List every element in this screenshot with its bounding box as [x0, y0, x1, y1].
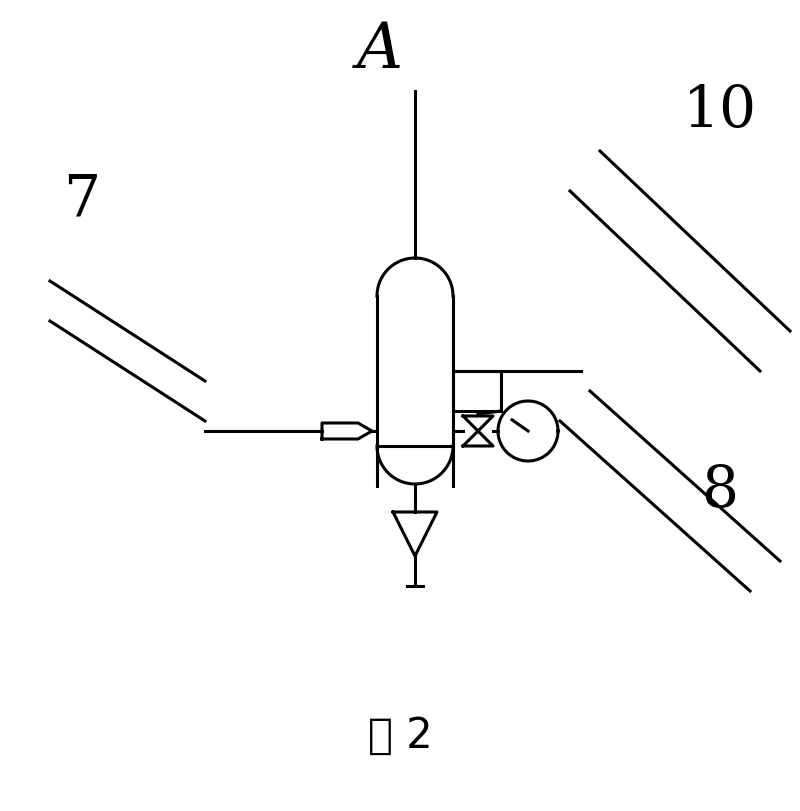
Polygon shape: [377, 446, 453, 484]
Polygon shape: [377, 258, 453, 296]
Polygon shape: [453, 371, 501, 411]
Text: 图 2: 图 2: [368, 715, 432, 757]
Text: 7: 7: [63, 173, 101, 229]
Polygon shape: [463, 416, 493, 431]
Polygon shape: [322, 423, 372, 439]
Text: 10: 10: [683, 83, 757, 139]
Polygon shape: [393, 512, 437, 556]
Text: 8: 8: [702, 463, 738, 519]
Polygon shape: [498, 401, 558, 461]
FancyBboxPatch shape: [377, 296, 453, 446]
Polygon shape: [463, 431, 493, 446]
Text: A: A: [357, 20, 403, 82]
